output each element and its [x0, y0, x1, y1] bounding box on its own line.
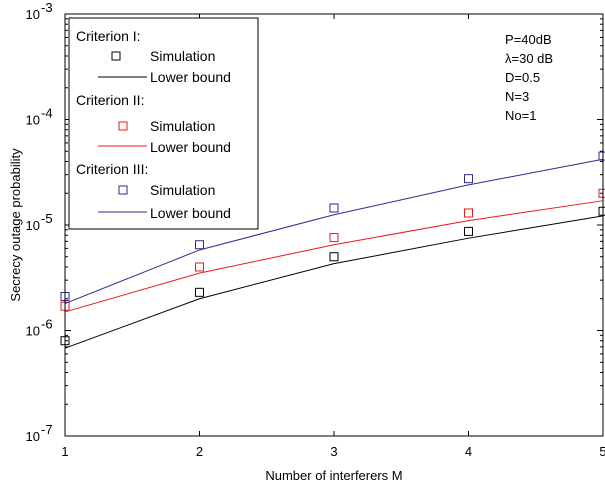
simulation-marker-3 — [329, 203, 339, 213]
y-tick-label-exponent: -3 — [41, 0, 53, 15]
annotation-n: N=3 — [505, 89, 529, 104]
annotation-lambda: λ=30 dB — [505, 51, 553, 66]
legend-label-simulation-3: Simulation — [150, 182, 215, 198]
annotation-no: No=1 — [505, 108, 536, 123]
legend-marker-simulation-3 — [118, 185, 128, 195]
simulation-marker-3 — [195, 240, 204, 250]
simulation-marker-2 — [195, 262, 204, 272]
y-tick-label-exponent: -7 — [41, 422, 53, 437]
x-tick-label: 3 — [330, 444, 337, 459]
simulation-marker-1 — [464, 226, 473, 236]
legend-marker-simulation-1 — [111, 51, 121, 61]
ticks-layer: 1 2 3 4 510-710-610-510-410-3 — [26, 0, 605, 459]
y-tick-label: 10 — [26, 324, 40, 339]
x-tick-label: 4 — [465, 444, 472, 459]
y-tick-label: 10 — [26, 218, 40, 233]
simulation-marker-3 — [464, 174, 473, 184]
lower-bound-line-1 — [64, 215, 604, 349]
annotation-d: D=0.5 — [505, 70, 540, 85]
plot-frame — [64, 13, 604, 437]
lower-bound-line-3 — [64, 158, 604, 305]
legend-marker-simulation-2 — [118, 121, 128, 131]
legend-label-bound-2: Lower bound — [150, 139, 231, 155]
legend-box — [68, 17, 259, 230]
parameter-annotations: P=40dB λ=30 dB D=0.5 N=3 No=1 — [505, 32, 553, 123]
legend-group-title-3: Criterion III: — [76, 161, 148, 177]
simulation-marker-2 — [464, 208, 473, 218]
y-tick-label-exponent: -6 — [41, 317, 53, 332]
y-tick-label: 10 — [26, 7, 40, 22]
legend-label-simulation-2: Simulation — [150, 118, 215, 134]
simulation-marker-2 — [329, 233, 339, 243]
legend-label-bound-1: Lower bound — [150, 69, 231, 85]
x-axis-label: Number of interferers M — [265, 468, 402, 483]
y-tick-label: 10 — [26, 429, 40, 444]
x-tick-label: 1 — [61, 444, 68, 459]
legend-group-title-2: Criterion II: — [76, 92, 144, 108]
y-tick-label: 10 — [26, 113, 40, 128]
x-tick-label: 2 — [196, 444, 203, 459]
x-tick-label: 5 — [599, 444, 605, 459]
y-tick-label-exponent: -4 — [41, 106, 53, 121]
legend-label-bound-3: Lower bound — [150, 205, 231, 221]
lower-bound-line-2 — [64, 200, 604, 313]
y-axis-label: Secrecy outage probability — [8, 148, 23, 302]
simulation-marker-1 — [329, 252, 339, 262]
y-tick-label-exponent: -5 — [41, 211, 53, 226]
legend-label-simulation-1: Simulation — [150, 48, 215, 64]
legend: Criterion I: Simulation Lower bound Crit… — [68, 17, 259, 230]
simulation-marker-1 — [195, 287, 204, 297]
legend-group-title-1: Criterion I: — [76, 28, 141, 44]
annotation-power: P=40dB — [505, 32, 552, 47]
